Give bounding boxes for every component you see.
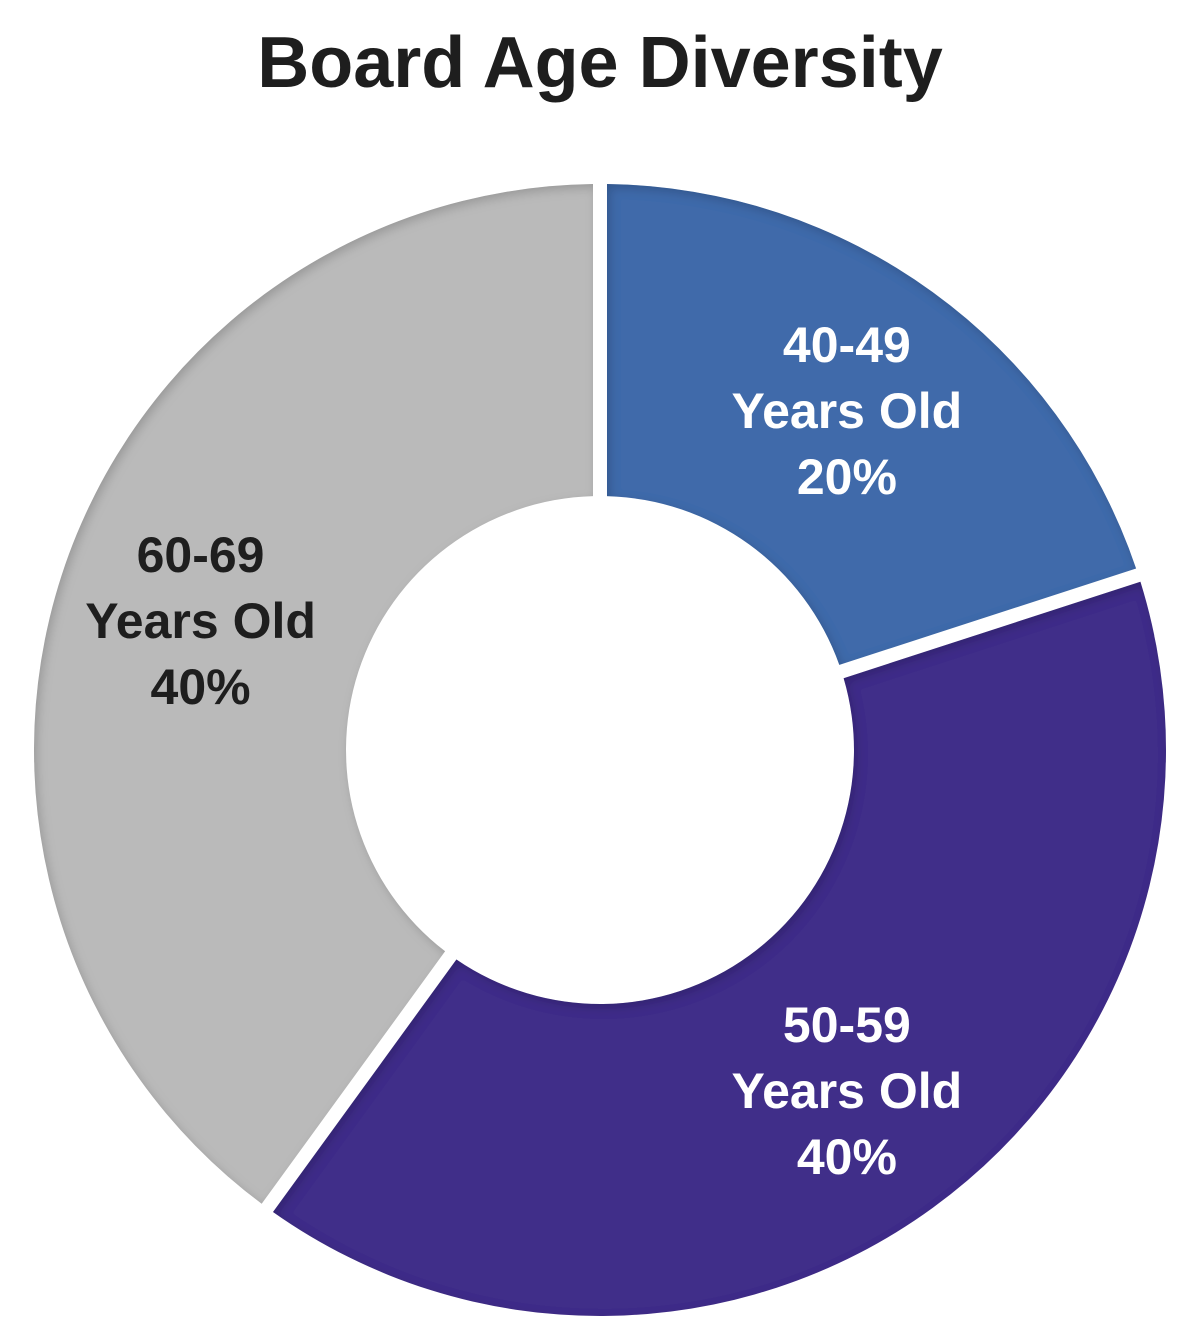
slice-label-50-59: 50-59 Years Old 40% [732,997,963,1185]
chart-title: Board Age Diversity [257,23,943,103]
slice-caption: Years Old [85,593,316,649]
slice-category: 50-59 [783,997,911,1053]
slice-40-49 [606,184,1137,665]
slice-label-40-49: 40-49 Years Old 20% [732,317,963,505]
slice-60-69 [34,184,594,1204]
slice-value: 40% [797,1129,897,1185]
slice-value: 40% [151,659,251,715]
slice-caption: Years Old [732,383,963,439]
slice-category: 60-69 [137,527,265,583]
labels-layer: 40-49 Years Old 20% 50-59 Years Old 40% 60-69 Y… [85,317,962,1185]
slice-category: 40-49 [783,317,911,373]
slice-50-59 [273,581,1167,1317]
slice-value: 20% [797,449,897,505]
slice-label-60-69: 60-69 Years Old 40% [85,527,316,715]
slices-layer [34,184,1167,1317]
slice-caption: Years Old [732,1063,963,1119]
